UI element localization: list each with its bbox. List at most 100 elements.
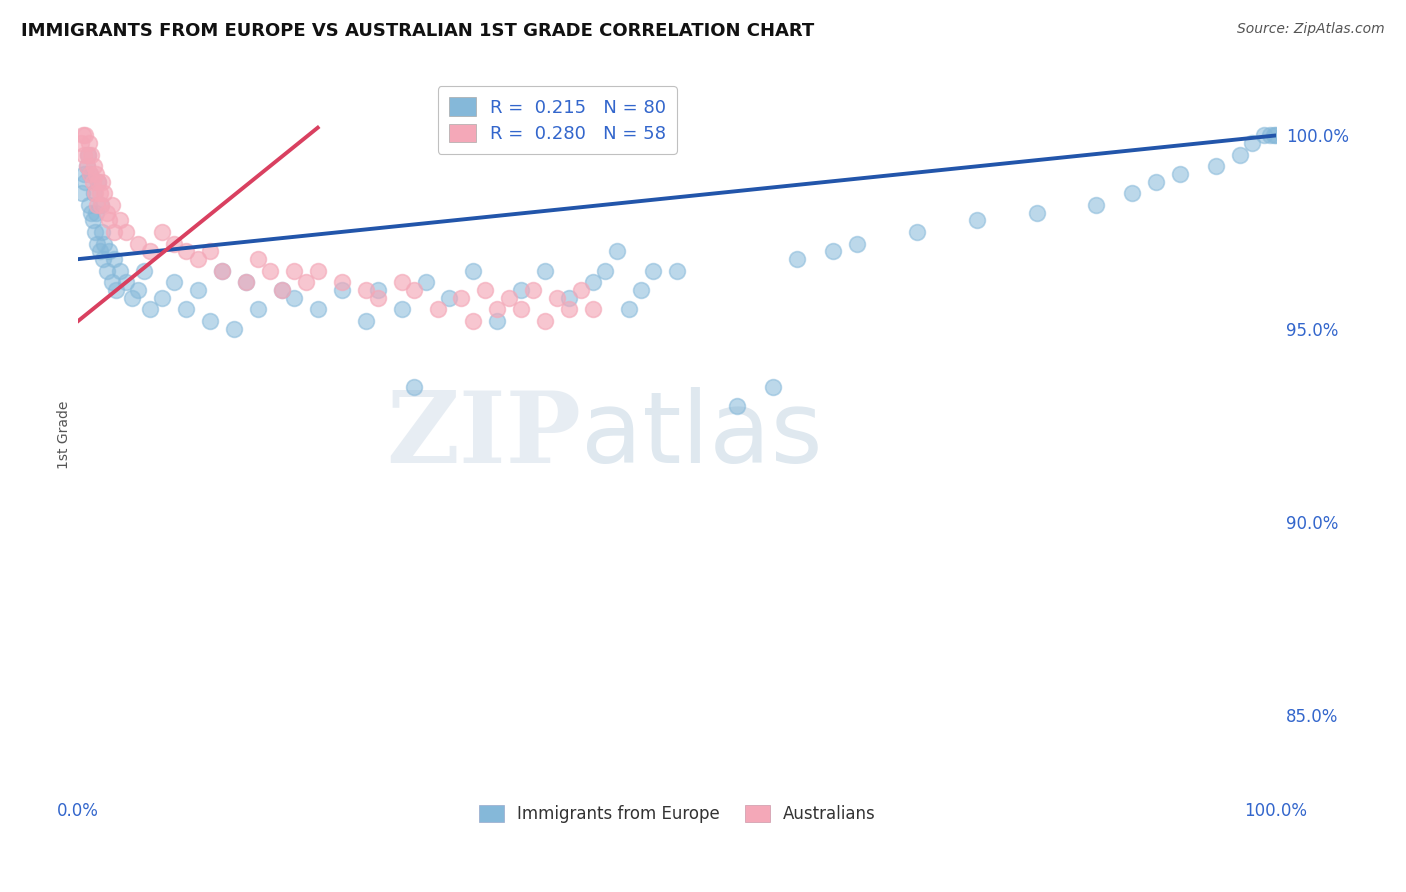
Point [198, 244, 221, 259]
Point [486, 302, 509, 317]
Point [294, 276, 316, 290]
Point [1144, 175, 1167, 189]
Point [402, 380, 425, 394]
Point [330, 276, 353, 290]
Point [84, 167, 107, 181]
Point [211, 264, 233, 278]
Point [966, 213, 988, 227]
Point [103, 225, 125, 239]
Point [75, 128, 97, 143]
Point [1253, 128, 1275, 143]
Point [522, 283, 544, 297]
Point [307, 302, 329, 317]
Point [86, 236, 108, 251]
Point [235, 276, 257, 290]
Point [139, 302, 162, 317]
Point [150, 225, 173, 239]
Point [76, 147, 98, 161]
Point [132, 264, 155, 278]
Text: ZIP: ZIP [387, 386, 581, 483]
Point [86, 198, 108, 212]
Point [96, 206, 118, 220]
Point [330, 283, 353, 297]
Point [77, 198, 100, 212]
Point [90, 198, 112, 212]
Point [174, 244, 197, 259]
Point [127, 236, 149, 251]
Point [1229, 147, 1251, 161]
Point [91, 225, 114, 239]
Point [1085, 198, 1108, 212]
Point [82, 175, 104, 189]
Point [439, 291, 461, 305]
Point [510, 283, 533, 297]
Point [89, 186, 111, 201]
Point [463, 264, 485, 278]
Point [593, 264, 616, 278]
Point [76, 160, 98, 174]
Point [127, 283, 149, 297]
Point [463, 314, 485, 328]
Point [87, 175, 110, 189]
Point [367, 283, 389, 297]
Point [474, 283, 496, 297]
Point [96, 264, 118, 278]
Point [1205, 160, 1227, 174]
Point [354, 283, 377, 297]
Point [100, 198, 122, 212]
Point [73, 147, 96, 161]
Point [606, 244, 628, 259]
Point [666, 264, 689, 278]
Point [115, 225, 138, 239]
Point [93, 236, 115, 251]
Point [582, 302, 605, 317]
Point [1258, 128, 1281, 143]
Point [246, 302, 269, 317]
Point [534, 314, 557, 328]
Point [558, 291, 581, 305]
Point [845, 236, 868, 251]
Point [630, 283, 652, 297]
Point [87, 175, 110, 189]
Point [75, 175, 97, 189]
Point [211, 264, 233, 278]
Point [1265, 128, 1288, 143]
Point [450, 291, 472, 305]
Point [84, 206, 107, 220]
Point [235, 276, 257, 290]
Point [89, 244, 111, 259]
Point [534, 264, 557, 278]
Point [108, 213, 131, 227]
Point [174, 302, 197, 317]
Point [108, 264, 131, 278]
Point [569, 283, 592, 297]
Point [498, 291, 520, 305]
Text: IMMIGRANTS FROM EUROPE VS AUSTRALIAN 1ST GRADE CORRELATION CHART: IMMIGRANTS FROM EUROPE VS AUSTRALIAN 1ST… [21, 22, 814, 40]
Point [98, 213, 121, 227]
Point [283, 264, 305, 278]
Point [83, 225, 105, 239]
Point [79, 167, 101, 181]
Point [1168, 167, 1191, 181]
Point [83, 160, 105, 174]
Legend: Immigrants from Europe, Australians: Immigrants from Europe, Australians [467, 793, 887, 834]
Point [821, 244, 844, 259]
Point [121, 291, 143, 305]
Point [115, 276, 138, 290]
Point [259, 264, 281, 278]
Point [187, 252, 209, 267]
Point [546, 291, 568, 305]
Point [1241, 136, 1264, 150]
Point [1263, 128, 1285, 143]
Y-axis label: 1st Grade: 1st Grade [58, 401, 72, 469]
Point [905, 225, 928, 239]
Point [79, 167, 101, 181]
Point [391, 302, 413, 317]
Point [426, 302, 449, 317]
Point [82, 213, 104, 227]
Point [402, 283, 425, 297]
Point [725, 399, 748, 413]
Point [103, 252, 125, 267]
Point [70, 186, 93, 201]
Point [80, 147, 103, 161]
